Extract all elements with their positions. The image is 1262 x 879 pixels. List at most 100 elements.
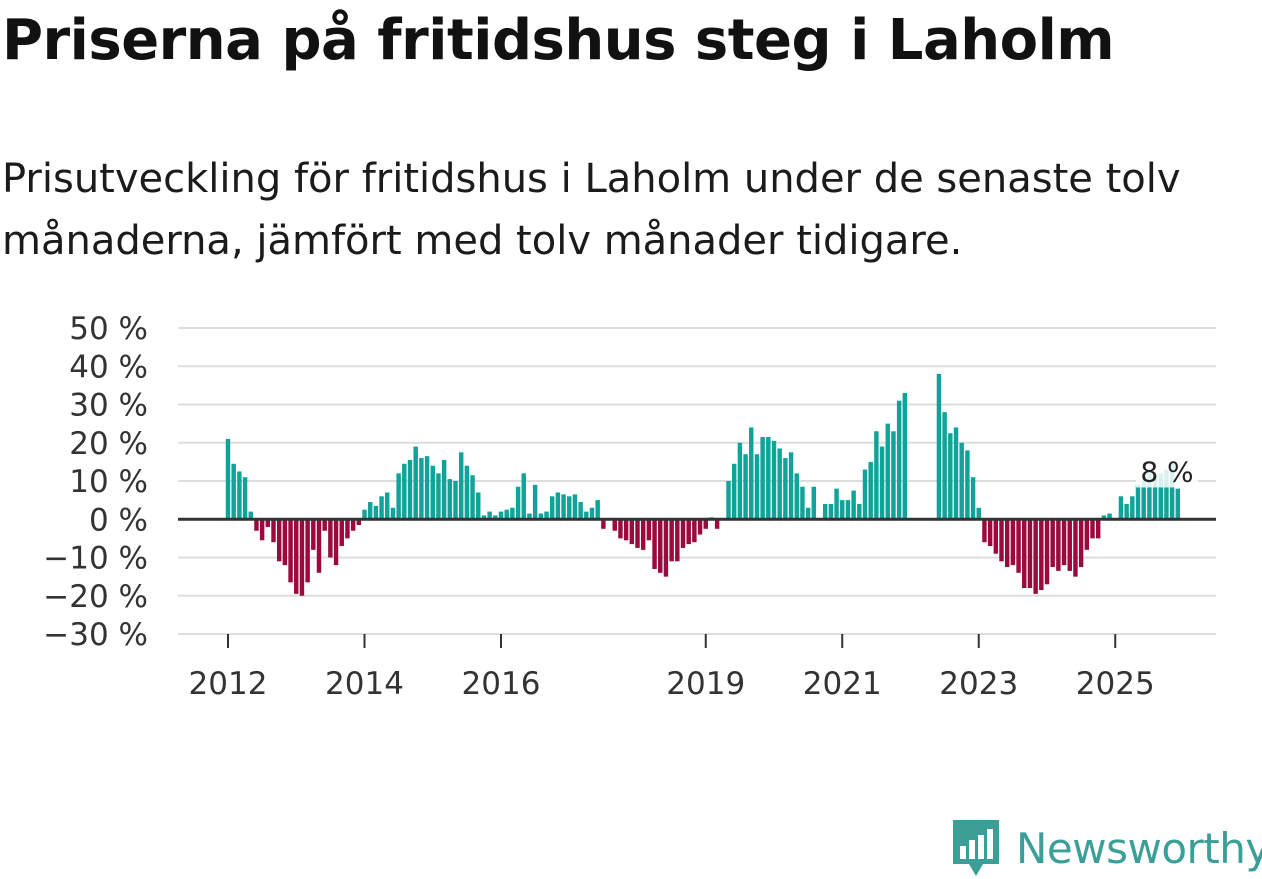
bar [333, 519, 339, 566]
bar [578, 502, 583, 520]
bar [618, 519, 623, 539]
bar [259, 519, 265, 541]
bar [1158, 473, 1163, 520]
bar [584, 511, 589, 520]
x-tick-label: 2014 [325, 666, 404, 702]
bar [231, 463, 236, 520]
bar [1050, 519, 1055, 568]
bar [572, 494, 578, 520]
bar [419, 458, 424, 520]
bar [879, 446, 885, 520]
x-tick-label: 2023 [939, 666, 1018, 702]
bar [555, 492, 561, 520]
bar [1039, 519, 1044, 591]
y-tick-label: 0 % [89, 502, 148, 538]
bar-chart: 50 %40 %30 %20 %10 %0 %−10 %−20 %−30 % 2… [43, 311, 1216, 702]
bar [834, 488, 839, 520]
bar [396, 473, 401, 520]
x-tick-label: 2016 [462, 666, 541, 702]
bar [993, 519, 999, 554]
bar [1027, 519, 1033, 589]
bar [686, 519, 691, 545]
y-tick-label: 20 % [69, 426, 148, 462]
bar [1090, 519, 1095, 539]
bar [1164, 469, 1169, 520]
bar [345, 519, 350, 539]
bar [805, 507, 811, 520]
bar [504, 509, 509, 520]
bar [851, 490, 856, 520]
bar [783, 458, 788, 520]
bar [811, 486, 817, 520]
bar [350, 519, 356, 531]
bar [487, 511, 492, 520]
bar [703, 519, 708, 529]
bar [697, 519, 703, 535]
bar [788, 452, 794, 520]
bar [305, 519, 310, 583]
y-tick-label: −20 % [43, 579, 148, 615]
bar [282, 519, 288, 566]
bar [970, 477, 976, 520]
x-tick-label: 2025 [1076, 666, 1155, 702]
bar [680, 519, 686, 548]
bar [1141, 481, 1146, 520]
bar [413, 446, 418, 520]
bar [629, 519, 635, 545]
bar [1084, 519, 1090, 550]
bar [1004, 519, 1010, 568]
newsworthy-logo-icon [953, 820, 999, 876]
y-tick-label: −30 % [43, 617, 148, 653]
bar [265, 519, 271, 527]
bar [225, 438, 231, 520]
bar [743, 454, 748, 520]
bar [982, 519, 987, 543]
bar [379, 496, 384, 520]
gridlines [178, 327, 1216, 635]
bar [367, 502, 373, 520]
bar [663, 519, 669, 577]
bar [754, 454, 760, 520]
bar [845, 500, 851, 520]
bar [1016, 519, 1021, 573]
bar [771, 440, 777, 520]
bar [322, 519, 327, 531]
bar [242, 477, 248, 520]
bar [1130, 496, 1135, 520]
bar [561, 494, 566, 520]
bar [436, 473, 441, 520]
bar [885, 423, 890, 520]
annotation-label: 8 % [1140, 455, 1193, 488]
bar [549, 496, 555, 520]
bar [538, 513, 544, 520]
bar [714, 519, 720, 529]
bar [311, 519, 316, 550]
bar [800, 486, 805, 520]
bar [1010, 519, 1016, 566]
bar [339, 519, 344, 547]
bar [510, 507, 515, 520]
bar [447, 479, 453, 520]
bar [658, 519, 663, 573]
bar [1044, 519, 1050, 585]
bar [828, 503, 834, 520]
bar [731, 463, 737, 520]
bar [692, 519, 697, 543]
x-tick-label: 2021 [803, 666, 882, 702]
bar [1056, 519, 1061, 571]
bar [760, 437, 765, 520]
bar [1022, 519, 1027, 589]
bar [402, 463, 407, 520]
bar [737, 442, 743, 520]
bar [868, 461, 873, 520]
bar [476, 492, 481, 520]
bar [595, 500, 600, 520]
bar [288, 519, 293, 583]
bar [362, 509, 367, 520]
bar [675, 519, 680, 562]
bar [470, 475, 475, 520]
bar [1095, 519, 1101, 539]
bar [857, 503, 862, 520]
brand-logo: Newsworthy [950, 818, 1262, 878]
bar [777, 448, 782, 520]
